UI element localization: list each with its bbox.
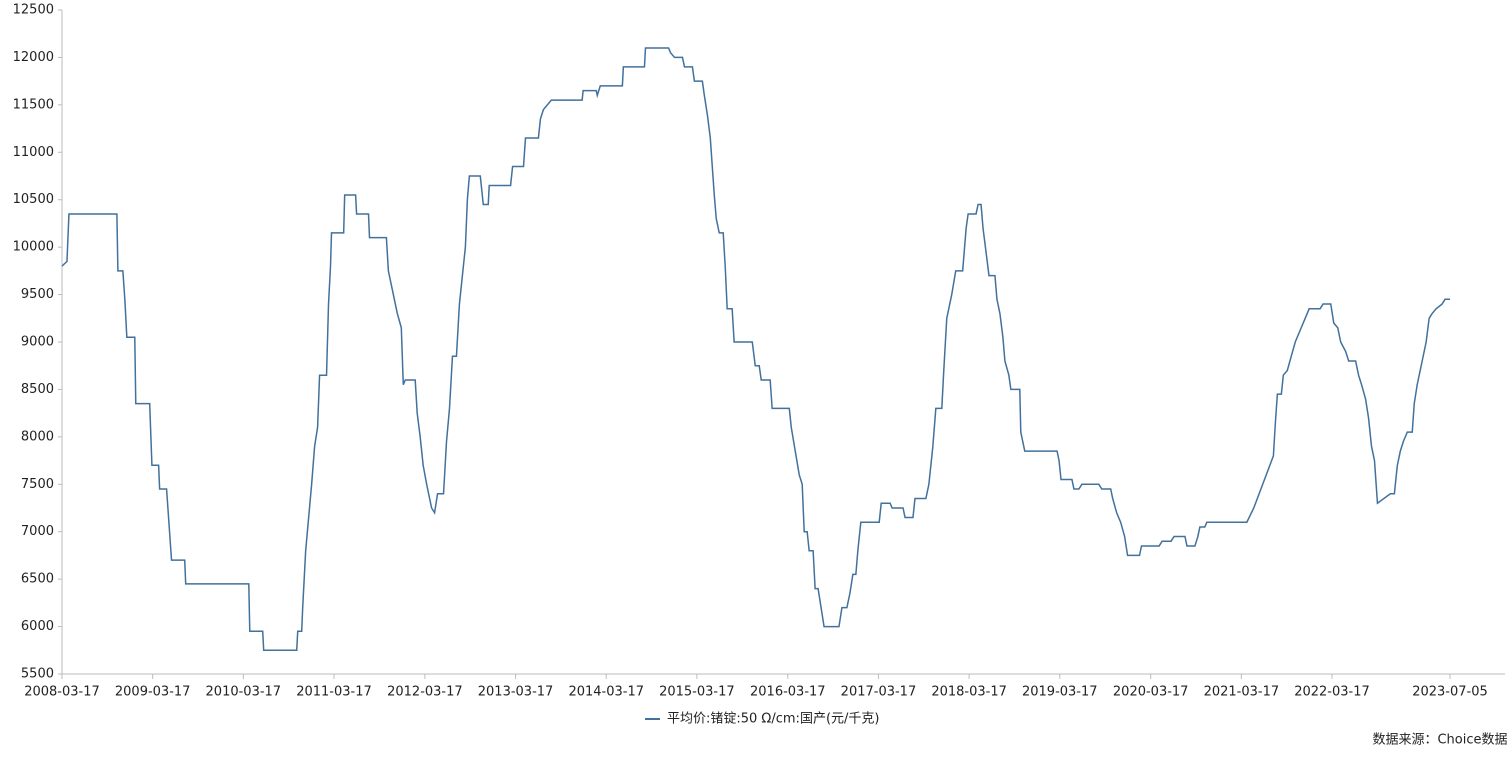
source-note: 数据来源：Choice数据 (1372, 733, 1507, 748)
x-tick-label: 2009-03-17 (115, 685, 191, 700)
y-tick-label: 10500 (13, 192, 54, 207)
y-tick-label: 11000 (13, 145, 54, 160)
x-tick-label: 2016-03-17 (750, 685, 826, 700)
x-tick-label: 2018-03-17 (931, 685, 1007, 700)
x-tick-label: 2017-03-17 (841, 685, 917, 700)
y-tick-label: 8000 (21, 429, 54, 444)
x-tick-label: 2020-03-17 (1113, 685, 1189, 700)
y-tick-label: 5500 (21, 667, 54, 682)
line-series (61, 47, 1450, 652)
y-tick-label: 6500 (21, 572, 54, 587)
y-tick-label: 10000 (13, 240, 54, 255)
y-tick-label: 9500 (21, 287, 54, 302)
y-tick-label: 11500 (13, 97, 54, 112)
x-tick-label: 2023-07-05 (1412, 685, 1488, 700)
y-tick-label: 12500 (13, 3, 54, 18)
x-tick-label: 2015-03-17 (659, 685, 735, 700)
y-tick-label: 8500 (21, 382, 54, 397)
x-tick-label: 2014-03-17 (568, 685, 644, 700)
x-tick-label: 2012-03-17 (387, 685, 463, 700)
x-tick-label: 2011-03-17 (296, 685, 372, 700)
x-tick-label: 2008-03-17 (24, 685, 100, 700)
x-tick-label: 2022-03-17 (1294, 685, 1370, 700)
x-tick-label: 2019-03-17 (1022, 685, 1098, 700)
y-tick-label: 7000 (21, 524, 54, 539)
x-tick-label: 2010-03-17 (206, 685, 282, 700)
x-tick-label: 2021-03-17 (1204, 685, 1280, 700)
legend-label: 平均价:锗锭:50 Ω/cm:国产(元/千克) (667, 712, 879, 727)
x-tick-label: 2013-03-17 (478, 685, 554, 700)
y-tick-label: 12000 (13, 50, 54, 65)
y-tick-label: 7500 (21, 477, 54, 492)
y-tick-label: 9000 (21, 335, 54, 350)
y-tick-label: 6000 (21, 619, 54, 634)
